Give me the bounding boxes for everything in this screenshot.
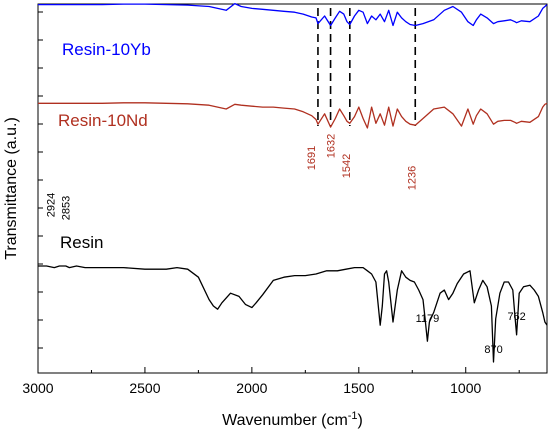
x-axis-title: Wavenumber (cm-1) <box>222 410 363 429</box>
series-label: Resin-10Nd <box>58 111 148 130</box>
series-labels: Resin-10Yb Resin-10Nd Resin <box>58 40 151 252</box>
peak-label: 762 <box>507 311 525 323</box>
series-line-resin <box>38 265 548 363</box>
series-line-resin-10yb <box>38 2 548 27</box>
x-axis-ticks: 3000 2500 2000 1500 1000 <box>22 367 520 396</box>
peak-label: 1542 <box>341 154 353 178</box>
peak-label: 1236 <box>406 166 418 190</box>
reference-lines <box>317 8 417 126</box>
y-axis-title: Transmittance (a.u.) <box>3 117 20 260</box>
x-tick-label: 2000 <box>236 380 267 396</box>
series-label: Resin <box>60 233 103 252</box>
peak-label: 2853 <box>60 196 72 220</box>
peak-label: 2924 <box>45 193 57 217</box>
peak-label: 1632 <box>326 134 338 158</box>
peak-label: 1179 <box>416 313 440 325</box>
x-tick-label: 1500 <box>343 380 374 396</box>
x-tick-label: 3000 <box>22 380 53 396</box>
series-label: Resin-10Yb <box>62 40 151 59</box>
series-line-resin-10nd <box>38 102 548 129</box>
series-lines <box>38 2 548 363</box>
y-axis-ticks <box>38 11 43 349</box>
x-tick-label: 2500 <box>129 380 160 396</box>
plot-frame <box>37 3 548 374</box>
x-tick-label: 1000 <box>450 380 481 396</box>
peak-label: 1691 <box>306 146 318 170</box>
peak-label: 870 <box>484 344 502 356</box>
